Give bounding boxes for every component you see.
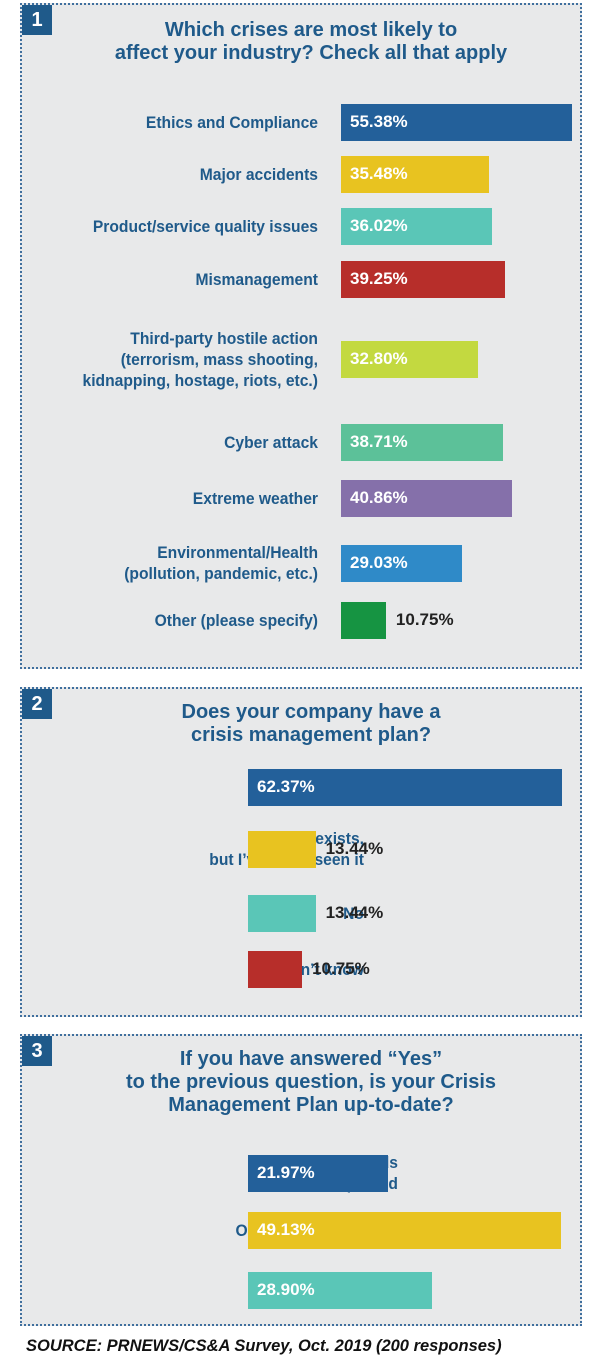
bar xyxy=(341,103,573,141)
chart-title: If you have answered “Yes” to the previou… xyxy=(52,1048,570,1117)
category-label-line: Third-party hostile action xyxy=(130,328,318,348)
category-label-line: Product/service quality issues xyxy=(92,216,318,236)
category-label: Product/service quality issues xyxy=(42,216,318,237)
bar xyxy=(341,479,512,517)
category-label: Ethics and Compliance xyxy=(42,112,318,133)
category-label: Cyber attack xyxy=(42,432,318,453)
category-label-line: Mismanagement xyxy=(195,269,318,289)
data-label: 32.80% xyxy=(350,349,408,368)
chart-panel-2: 2 Does your company have a crisis manageme… xyxy=(20,687,582,1017)
category-label-line: Ethics and Compliance xyxy=(145,112,318,132)
category-label-line: Environmental/Health xyxy=(157,543,318,562)
category-label-line: kidnapping, hostage, riots, etc.) xyxy=(82,370,318,390)
category-label: Extreme weather xyxy=(42,488,318,509)
chart-title-line: to the previous question, is your Crisis xyxy=(125,1071,497,1093)
data-label: 10.75% xyxy=(312,959,370,978)
bar xyxy=(341,423,503,461)
category-label: Other (please specify) xyxy=(42,610,318,631)
data-label: 36.02% xyxy=(350,216,408,235)
bar xyxy=(341,544,463,582)
category-label-line: Extreme weather xyxy=(192,488,318,508)
question-number: 1 xyxy=(22,5,52,35)
chart-title: Does your company have a crisis managemen… xyxy=(52,701,570,747)
bar xyxy=(248,768,562,806)
bar xyxy=(248,950,303,988)
category-label: No xyxy=(88,903,364,924)
bar xyxy=(248,1211,562,1249)
data-label: 55.38% xyxy=(350,112,408,131)
category-label-line: Major accidents xyxy=(199,164,318,184)
chart-title-line: Does your company have a xyxy=(181,701,441,723)
category-label-line: No xyxy=(343,903,364,923)
source-note: SOURCE: PRNEWS/CS&A Survey, Oct. 2019 (2… xyxy=(26,1337,502,1355)
data-label: 13.44% xyxy=(325,839,384,858)
category-label: Third-party hostile action (terrorism, ma… xyxy=(42,328,318,391)
category-label-line: I know it exists, xyxy=(248,829,364,848)
category-label-line: Other (please specify) xyxy=(154,610,318,630)
category-label: Environmental/Health (pollution, pandemic… xyxy=(42,542,318,584)
bar xyxy=(341,601,386,639)
data-label: 10.75% xyxy=(395,610,454,629)
data-label: 35.48% xyxy=(350,164,408,183)
chart-title-line: Which crises are most likely to xyxy=(164,19,458,41)
data-label: 29.03% xyxy=(350,553,408,572)
chart-title-line: If you have answered “Yes” xyxy=(179,1048,443,1070)
category-label-line: but I’ve never seen it xyxy=(209,850,364,869)
chart-title-line: crisis management plan? xyxy=(190,724,432,746)
data-label: 62.37% xyxy=(257,777,315,796)
data-label: 39.25% xyxy=(350,269,408,288)
data-label: 13.44% xyxy=(325,903,384,922)
question-number: 3 xyxy=(22,1036,52,1066)
chart-title: Which crises are most likely to affect yo… xyxy=(52,19,570,65)
category-label-line: (pollution, pandemic, etc.) xyxy=(124,564,318,583)
category-label: Major accidents xyxy=(42,164,318,185)
bar xyxy=(248,894,316,932)
data-label: 28.90% xyxy=(257,1280,315,1299)
chart-title-line: Management Plan up-to-date? xyxy=(168,1094,454,1116)
bar xyxy=(341,260,506,298)
chart-panel-1: 1 Which crises are most likely to affect y… xyxy=(20,3,582,669)
data-label: 38.71% xyxy=(350,432,408,451)
data-label: 40.86% xyxy=(350,488,408,507)
data-label: 49.13% xyxy=(257,1220,315,1239)
category-label: I know it exists, but I’ve never seen it xyxy=(88,828,364,870)
bar xyxy=(341,207,492,245)
bar xyxy=(341,340,479,378)
bar xyxy=(248,830,316,868)
question-number: 2 xyxy=(22,689,52,719)
bar xyxy=(248,1271,433,1309)
bar xyxy=(248,1154,389,1192)
bar xyxy=(341,155,490,193)
category-label: Mismanagement xyxy=(42,269,318,290)
chart-title-line: affect your industry? Check all that app… xyxy=(114,42,508,64)
data-label: 21.97% xyxy=(257,1163,315,1182)
category-label-line: Cyber attack xyxy=(224,432,318,452)
chart-panel-3: 3 If you have answered “Yes” to the previo… xyxy=(20,1034,582,1326)
category-label-line: (terrorism, mass shooting, xyxy=(120,349,318,369)
